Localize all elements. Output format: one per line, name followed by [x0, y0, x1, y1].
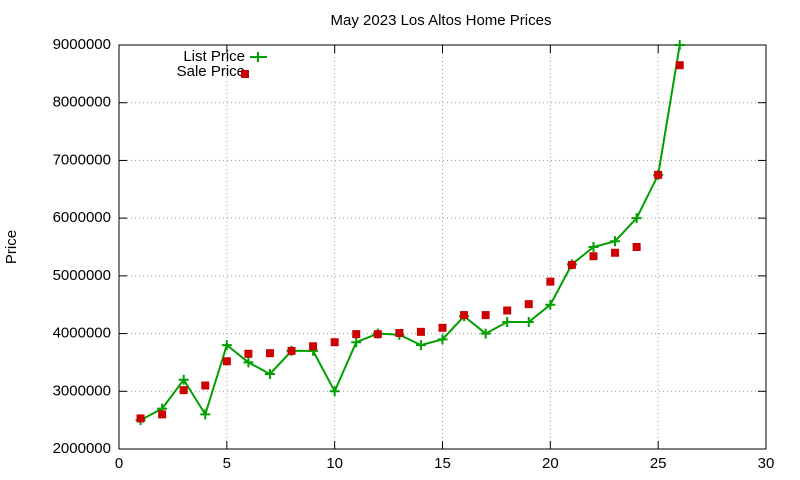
point-marker [136, 414, 145, 423]
legend-swatch [241, 70, 249, 78]
point-marker [244, 349, 253, 358]
point-marker [264, 368, 275, 379]
y-tick-label: 7000000 [53, 151, 111, 168]
point-marker [631, 213, 642, 224]
point-marker [416, 327, 425, 336]
point-marker [481, 311, 490, 320]
point-marker [437, 334, 448, 345]
y-tick-label: 2000000 [53, 440, 111, 457]
point-marker [221, 340, 232, 351]
point-marker [330, 338, 339, 347]
x-tick-label: 0 [115, 455, 123, 472]
legend-swatch [253, 52, 263, 62]
point-marker [567, 260, 576, 269]
point-marker [438, 323, 447, 332]
point-marker [265, 349, 274, 358]
point-marker [524, 300, 533, 309]
point-marker [179, 386, 188, 395]
y-tick-label: 9000000 [53, 36, 111, 53]
point-marker [545, 299, 556, 310]
point-marker [546, 277, 555, 286]
x-tick-label: 25 [650, 455, 667, 472]
y-tick-label: 6000000 [53, 209, 111, 226]
point-marker [178, 374, 189, 385]
x-tick-label: 15 [434, 455, 451, 472]
y-axis-label: Price [3, 230, 20, 264]
point-marker [222, 357, 231, 366]
series-line [140, 44, 681, 422]
point-marker [523, 317, 534, 328]
point-marker [610, 236, 621, 247]
point-marker [287, 346, 296, 355]
legend-label: Sale Price [177, 63, 245, 80]
point-marker [675, 61, 684, 70]
point-marker [503, 306, 512, 315]
point-marker [654, 170, 663, 179]
point-marker [158, 410, 167, 419]
point-marker [460, 311, 469, 320]
point-marker [351, 337, 362, 348]
point-marker [415, 340, 426, 351]
y-tick-label: 5000000 [53, 267, 111, 284]
y-tick-label: 3000000 [53, 382, 111, 399]
x-tick-label: 30 [758, 455, 775, 472]
point-marker [588, 242, 599, 252]
point-marker [502, 317, 513, 328]
point-marker [611, 248, 620, 257]
legend-label: List Price [183, 48, 245, 65]
point-marker [200, 409, 211, 420]
point-marker [632, 243, 641, 251]
point-marker [329, 386, 340, 397]
point-marker [309, 342, 318, 351]
point-marker [243, 357, 254, 368]
point-marker [373, 330, 382, 339]
point-marker [352, 330, 361, 339]
point-marker [480, 328, 491, 339]
x-tick-label: 20 [542, 455, 559, 472]
chart-title: May 2023 Los Altos Home Prices [331, 12, 552, 29]
point-marker [395, 328, 404, 337]
y-tick-label: 8000000 [53, 94, 111, 111]
point-marker [201, 381, 210, 390]
point-marker [589, 252, 598, 261]
y-tick-label: 4000000 [53, 325, 111, 342]
point-marker [674, 40, 685, 50]
x-tick-label: 5 [223, 455, 231, 472]
plot-border [118, 44, 767, 450]
x-tick-label: 10 [326, 455, 343, 472]
